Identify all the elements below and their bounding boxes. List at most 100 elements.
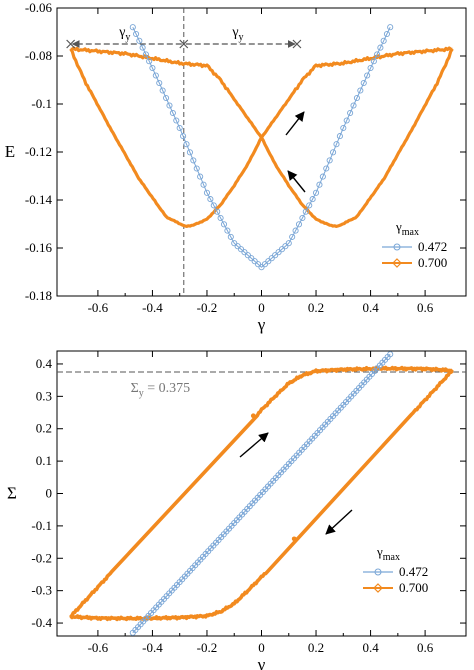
gamma-y-label-right-symbol: γ <box>231 25 238 40</box>
series-0472-point <box>180 133 187 140</box>
x-tick-label: 0.2 <box>308 640 324 655</box>
series-0472-point <box>357 87 364 94</box>
series-0472-point <box>133 30 140 38</box>
series-0472-point <box>207 196 214 203</box>
gamma-y-star-marker <box>179 39 189 49</box>
series-0472-point <box>156 79 163 87</box>
series-0472-point <box>149 64 156 72</box>
series-0472-point <box>139 44 146 51</box>
series-0472-point <box>302 208 309 215</box>
legend-title: γmax <box>376 544 400 563</box>
series-0472-point <box>231 240 238 247</box>
legend-marker-0472 <box>393 243 401 251</box>
series-0472-point <box>217 214 224 222</box>
series-0472-point <box>136 37 143 44</box>
series-0700-curve <box>69 46 453 228</box>
series-0472-point <box>251 258 258 265</box>
series-0472-point <box>193 165 200 172</box>
series-0472-point <box>186 149 193 156</box>
series-0472-point <box>282 243 289 250</box>
series-0472-point <box>364 72 371 79</box>
y-tick-label: -0.4 <box>31 615 52 630</box>
series-0472-point <box>330 149 337 156</box>
series-0700-curve <box>70 366 453 618</box>
series-0472-point <box>261 261 268 268</box>
x-tick-label: -0.4 <box>142 640 163 655</box>
series-0472-line <box>132 353 391 634</box>
unloading-direction-arrow <box>287 170 306 193</box>
legend-title-symbol: γ <box>395 219 402 234</box>
series-0472-point <box>292 227 299 234</box>
y-tick-label: 0.1 <box>36 453 52 468</box>
series-0472-point <box>353 94 360 102</box>
series-0472-point <box>306 202 313 209</box>
y-tick-label: 0.3 <box>36 388 52 403</box>
series-0472-point <box>316 181 323 188</box>
y-axis-label: Σ <box>7 484 17 503</box>
series-0472-point <box>173 117 180 124</box>
x-axis-label: γ <box>257 655 266 670</box>
legend-label-0472: 0.472 <box>418 239 447 254</box>
series-0472-point <box>350 102 357 109</box>
series-0472-point <box>142 51 149 58</box>
series-0472-point <box>190 157 197 164</box>
legend-title: γmax <box>395 219 419 238</box>
x-tick-label: -0.6 <box>88 300 109 315</box>
series-0472-point <box>214 208 221 215</box>
series-0700-plateau <box>69 365 454 619</box>
unloading-direction-arrow <box>325 509 353 535</box>
series-0472-point <box>265 258 272 265</box>
series-0472-point <box>197 173 204 180</box>
series-0472-point <box>319 173 326 180</box>
series-0472-point <box>370 58 377 65</box>
loading-direction-arrow <box>285 111 305 136</box>
series-0472-point <box>248 255 255 262</box>
series-0472-point <box>255 261 262 268</box>
x-tick-label: 0 <box>258 640 265 655</box>
gamma-y-label-left-symbol: γ <box>118 25 125 40</box>
y-tick-label: -0.18 <box>25 288 52 303</box>
series-0472-point <box>258 264 265 271</box>
y-tick-label: -0.2 <box>31 550 52 565</box>
series-0472-point <box>299 214 306 222</box>
x-axis-label: γ <box>257 315 266 334</box>
energy-panel: -0.6 -0.4 -0.2 0 0.2 0.4 0.6 -0.18 -0.16 -0.14 -0.… <box>5 0 467 334</box>
legend-label-0700: 0.700 <box>418 255 447 270</box>
x-tick-label: 0.6 <box>417 300 434 315</box>
series-0472-point <box>129 24 136 31</box>
series-0472-point <box>268 255 275 262</box>
series-0700-marker <box>250 413 256 419</box>
series-0472-point <box>146 58 153 65</box>
legend-title-symbol: γ <box>376 544 383 559</box>
series-0472-point <box>234 243 241 250</box>
loading-direction-arrow <box>239 432 269 458</box>
x-tick-label: -0.4 <box>142 300 163 315</box>
series-0472-point <box>340 124 347 132</box>
series-0472-point <box>210 202 217 209</box>
series-0472-point <box>387 351 394 358</box>
series-0472-point <box>152 72 159 79</box>
y-tick-label: -0.3 <box>31 583 52 598</box>
series-0472-point <box>163 94 170 102</box>
x-tick-label: -0.6 <box>88 640 109 655</box>
series-0472-point <box>227 233 234 240</box>
y-tick-label: -0.06 <box>25 0 53 15</box>
series-0472-point <box>200 181 207 188</box>
legend-label-0472: 0.472 <box>399 564 428 579</box>
y-tick-label: -0.1 <box>31 518 52 533</box>
x-tick-label: 0.4 <box>362 640 379 655</box>
legend-marker-0700 <box>392 258 402 268</box>
series-0472-point <box>374 51 381 58</box>
series-0472-point <box>312 189 320 196</box>
y-tick-label: 0.4 <box>36 356 53 371</box>
series-0472-point <box>278 246 286 253</box>
x-tick-label: -0.2 <box>197 300 218 315</box>
series-0472-point <box>244 252 251 259</box>
stress-panel: -0.6 -0.4 -0.2 0 0.2 0.4 0.6 -0.4 -0.3 -0.2 -0.1 0 0… <box>7 350 467 670</box>
series-0472-point <box>383 30 390 38</box>
series-0472-point <box>169 109 176 117</box>
yield-stress-label: Σy = 0.375 <box>131 381 191 399</box>
gamma-y-star-marker <box>292 39 302 49</box>
y-tick-label: 0 <box>46 486 53 501</box>
